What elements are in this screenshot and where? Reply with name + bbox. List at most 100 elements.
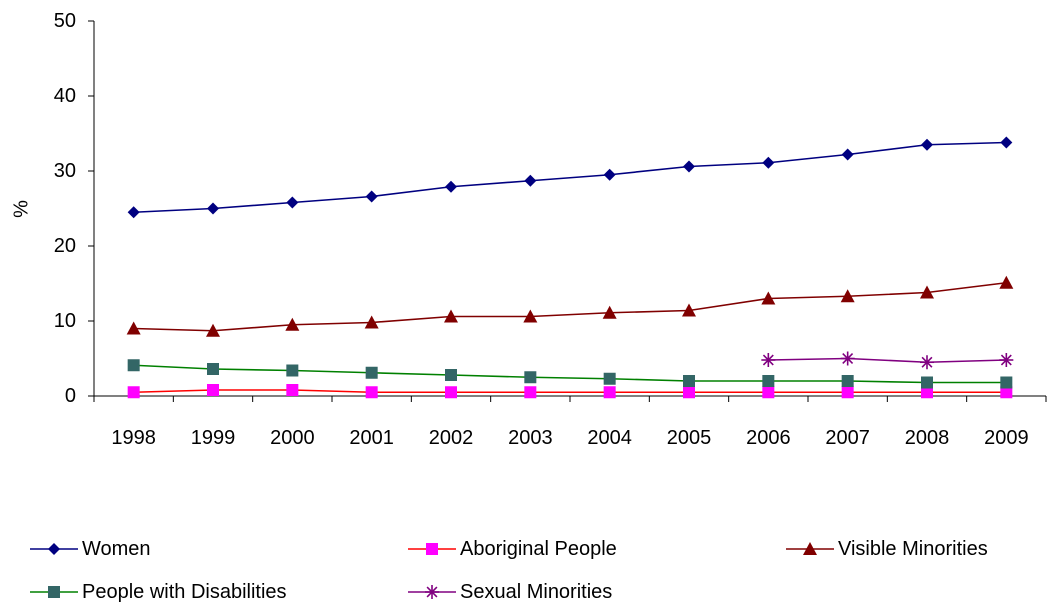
y-tick-labels: 0 10 20 30 40 50 xyxy=(54,10,76,407)
visible-minorities-point xyxy=(523,309,538,323)
people-with-disabilities-point xyxy=(762,375,775,387)
people-with-disabilities-point xyxy=(524,371,537,384)
people-with-disabilities-point xyxy=(365,366,378,379)
x-tick-label: 1999 xyxy=(191,427,236,449)
women-point xyxy=(207,202,219,215)
women-point xyxy=(365,190,378,203)
legend-marker xyxy=(426,543,438,555)
legend-item-people-with-disabilities: People with Disabilities xyxy=(30,581,287,603)
y-tick-label: 0 xyxy=(65,385,76,407)
aboriginal-people-point xyxy=(286,384,299,396)
women-line xyxy=(133,141,1007,214)
aboriginal-people-point xyxy=(207,384,219,396)
series-sexual-minorities xyxy=(761,351,1014,370)
x-tick-labels: 1998 1999 2000 2001 2002 2003 2004 2005 2006 2007… xyxy=(111,427,1028,449)
series-group xyxy=(126,136,1014,399)
women-point xyxy=(127,206,140,219)
women-point xyxy=(683,160,695,173)
legend-label: Visible Minorities xyxy=(838,538,988,560)
aboriginal-people-point xyxy=(365,386,378,399)
y-axis-label: % xyxy=(10,200,32,218)
visible-minorities-point xyxy=(761,291,776,305)
sexual-minorities-line xyxy=(768,357,1007,364)
x-tick-label: 1998 xyxy=(111,427,156,449)
women-point xyxy=(841,148,854,161)
x-tick-label: 2009 xyxy=(984,427,1029,449)
women-point xyxy=(921,138,933,151)
x-tick-label: 2006 xyxy=(746,427,791,449)
x-tick-label: 2007 xyxy=(825,427,870,449)
legend-marker xyxy=(48,543,60,555)
people-with-disabilities-point xyxy=(603,372,616,385)
people-with-disabilities-point xyxy=(127,359,140,372)
aboriginal-people-point xyxy=(762,386,775,399)
legend-label: Sexual Minorities xyxy=(460,581,612,603)
aboriginal-people-line xyxy=(133,389,1007,394)
series-people-with-disabilities xyxy=(127,359,1013,389)
series-women xyxy=(127,136,1013,219)
y-tick-label: 40 xyxy=(54,85,76,107)
y-tick-label: 20 xyxy=(54,235,76,257)
legend-item-aboriginal-people: Aboriginal People xyxy=(408,538,617,560)
people-with-disabilities-point xyxy=(1000,376,1013,389)
people-with-disabilities-point xyxy=(445,369,457,381)
aboriginal-people-point xyxy=(524,386,537,399)
aboriginal-people-point xyxy=(127,386,140,399)
women-point xyxy=(762,156,775,169)
x-tick-label: 2001 xyxy=(349,427,394,449)
series-aboriginal-people xyxy=(127,384,1013,399)
y-tick-label: 50 xyxy=(54,10,76,32)
x-tick-label: 2008 xyxy=(905,427,950,449)
aboriginal-people-point xyxy=(921,386,933,399)
visible-minorities-point xyxy=(285,317,300,331)
y-tick-label: 10 xyxy=(54,310,76,332)
aboriginal-people-point xyxy=(683,386,695,399)
legend-item-visible-minorities: Visible Minorities xyxy=(786,538,988,560)
series-visible-minorities xyxy=(126,275,1014,337)
y-tick-label: 30 xyxy=(54,160,76,182)
x-tick-label: 2000 xyxy=(270,427,315,449)
visible-minorities-point xyxy=(602,305,617,319)
aboriginal-people-point xyxy=(603,386,616,399)
visible-minorities-point xyxy=(364,315,379,329)
visible-minorities-point xyxy=(206,323,220,337)
legend-marker xyxy=(48,586,60,598)
people-with-disabilities-point xyxy=(921,376,933,389)
women-point xyxy=(286,196,299,209)
x-tick-label: 2004 xyxy=(587,427,632,449)
legend-marker xyxy=(425,585,439,599)
legend: Women Aboriginal People Visible Minorities… xyxy=(30,538,988,603)
x-tick-label: 2002 xyxy=(429,427,474,449)
sexual-minorities-point xyxy=(761,353,776,367)
women-point xyxy=(1000,136,1013,149)
people-with-disabilities-line xyxy=(133,364,1007,384)
people-with-disabilities-point xyxy=(683,375,695,387)
visible-minorities-point xyxy=(920,285,934,299)
legend-item-women: Women xyxy=(30,538,151,560)
visible-minorities-point xyxy=(444,309,458,323)
people-with-disabilities-point xyxy=(841,375,854,387)
women-point xyxy=(603,168,616,181)
women-point xyxy=(445,180,457,193)
people-with-disabilities-point xyxy=(286,364,299,377)
aboriginal-people-point xyxy=(1000,386,1013,399)
aboriginal-people-point xyxy=(841,386,854,399)
legend-marker xyxy=(803,542,817,555)
sexual-minorities-point xyxy=(840,351,855,366)
women-point xyxy=(524,174,537,187)
legend-item-sexual-minorities: Sexual Minorities xyxy=(408,581,612,603)
aboriginal-people-point xyxy=(445,386,457,399)
legend-label: Women xyxy=(82,538,151,560)
x-tick-label: 2003 xyxy=(508,427,553,449)
x-tick-label: 2005 xyxy=(667,427,712,449)
legend-label: Aboriginal People xyxy=(460,538,617,560)
axes xyxy=(88,20,1047,402)
visible-minorities-line xyxy=(133,281,1007,332)
visible-minorities-point xyxy=(840,289,855,303)
visible-minorities-point xyxy=(682,303,696,317)
visible-minorities-point xyxy=(999,275,1014,289)
visible-minorities-point xyxy=(126,321,141,335)
sexual-minorities-point xyxy=(920,355,934,370)
legend-label: People with Disabilities xyxy=(82,581,287,603)
